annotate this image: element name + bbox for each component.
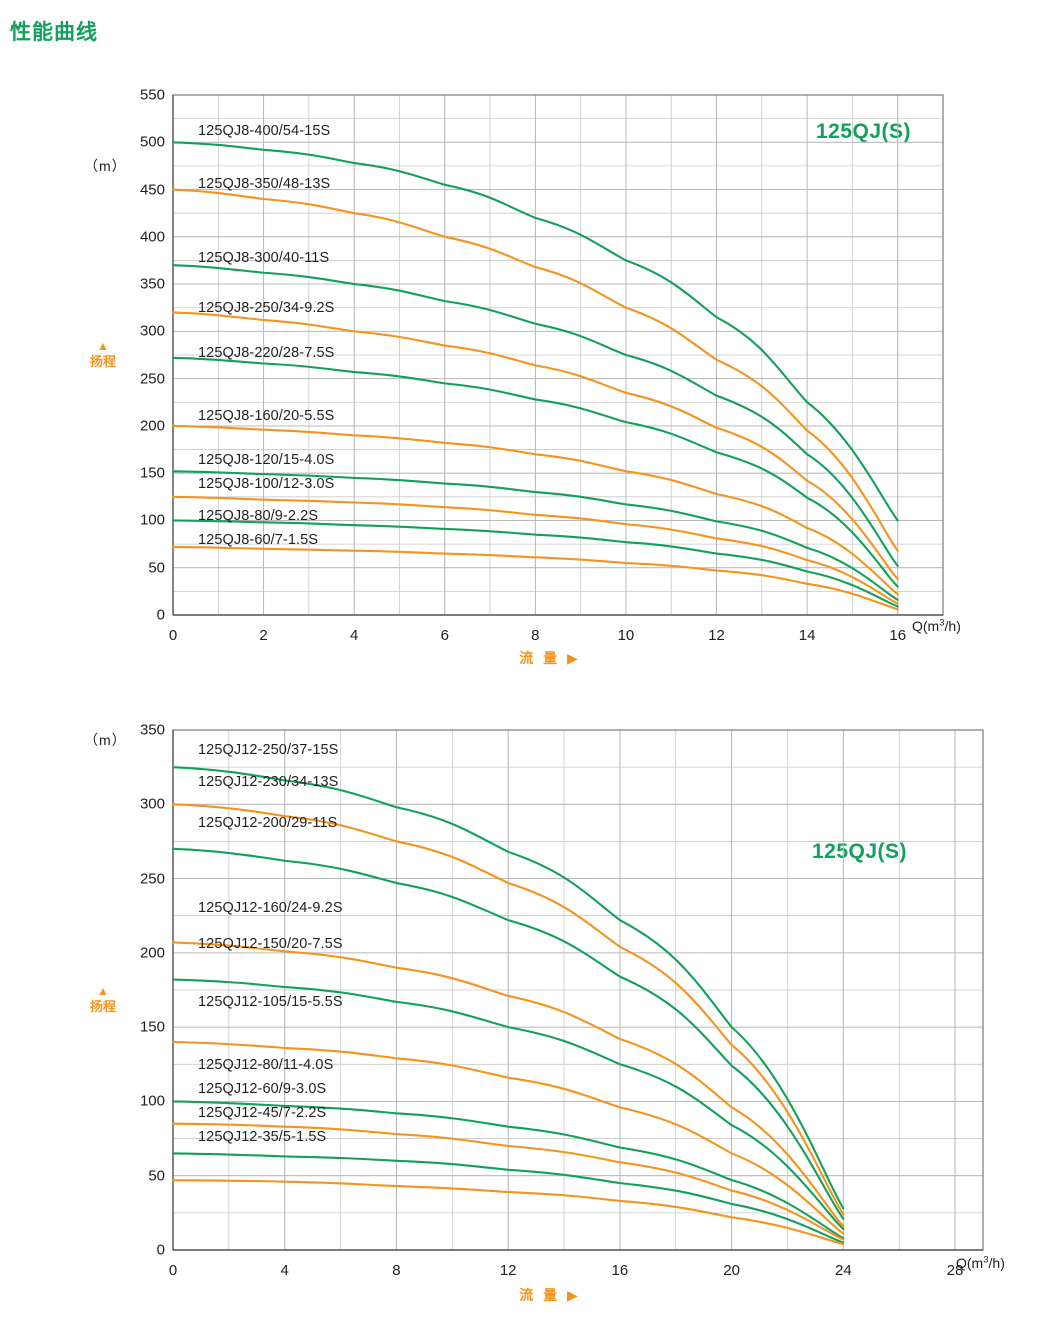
curve-label-6: 125QJ12-80/11-4.0S [198, 1057, 334, 1073]
curve-label-9: 125QJ12-35/5-1.5S [198, 1129, 327, 1145]
x-tick-label: 2 [259, 627, 268, 644]
x-tick-label: 0 [168, 627, 178, 644]
y-tick-label: 250 [139, 870, 165, 888]
x-tick-label: 14 [798, 627, 816, 644]
x-axis-unit-text-chart1: Q(m3/h) [912, 617, 961, 634]
x-tick-label: 24 [835, 1262, 852, 1279]
y-tick-label: 100 [139, 1092, 165, 1110]
curve-label-2: 125QJ12-200/29-11S [198, 815, 338, 831]
curve-6 [171, 1100, 845, 1240]
y-tick-label: 0 [156, 1241, 165, 1259]
curve-label-7: 125QJ12-60/9-3.0S [198, 1081, 327, 1097]
x-axis-unit-text-chart2: Q(m3/h) [956, 1254, 1005, 1271]
curve-2 [171, 847, 845, 1220]
y-tick-label: 400 [139, 228, 165, 246]
x-tick-label: 16 [889, 627, 907, 644]
y-axis-caption-text-chart1: 扬程 [89, 354, 116, 370]
y-tick-label: 200 [139, 944, 165, 962]
curve-1 [171, 803, 845, 1216]
curve-7 [171, 495, 899, 605]
curve-label-9: 125QJ8-60/7-1.5S [198, 532, 319, 548]
x-axis-unit-chart2: Q(m3/h) [956, 1254, 1005, 1271]
y-tick-label: 300 [139, 322, 165, 340]
y-tick-label: 250 [139, 370, 165, 388]
y-tick-label: 550 [139, 86, 165, 104]
curve-1 [171, 188, 899, 552]
curve-label-4: 125QJ12-150/20-7.5S [198, 936, 343, 952]
y-tick-label: 200 [139, 417, 165, 435]
x-tick-label: 10 [617, 627, 635, 644]
curve-label-0: 125QJ12-250/37-15S [198, 742, 339, 758]
curve-0 [171, 141, 899, 522]
plot-area-chart2 [171, 729, 984, 1251]
y-tick-label: 0 [156, 606, 165, 624]
curve-5 [171, 424, 899, 596]
y-tick-label: 350 [139, 275, 165, 293]
curve-4 [171, 356, 899, 588]
curve-label-0: 125QJ8-400/54-15S [198, 123, 331, 139]
curve-label-8: 125QJ8-80/9-2.2S [198, 508, 319, 524]
x-axis-caption-chart2: 流 量 ▶ [519, 1287, 581, 1303]
y-axis-caption-chart1: ▲ 扬程 [88, 339, 118, 371]
y-tick-label: 450 [139, 181, 165, 199]
curve-2 [171, 264, 899, 567]
curve-4 [171, 978, 845, 1231]
curve-7 [171, 1122, 845, 1241]
plot-area-chart1 [171, 94, 944, 616]
y-tick-label: 50 [148, 559, 165, 577]
curve-label-6: 125QJ8-120/15-4.0S [198, 452, 335, 468]
chart-125qj12: （m） ▲ 扬程 125QJ(S) Q(m3/h) 流 量 ▶ 0 50 100 15… [0, 705, 1048, 1305]
curve-label-8: 125QJ12-45/7-2.2S [198, 1105, 327, 1121]
curve-label-3: 125QJ12-160/24-9.2S [198, 900, 343, 916]
x-tick-label: 16 [611, 1262, 629, 1279]
x-tick-label: 20 [723, 1262, 740, 1279]
x-axis-unit-chart1: Q(m3/h) [912, 617, 961, 634]
y-axis-caption-chart2: ▲ 扬程 [88, 984, 118, 1016]
chart-125qj8: （m） ▲ 扬程 125QJ(S) Q(m3/h) 流 量 ▶ 0 50 100 15… [0, 70, 1048, 670]
curve-label-7: 125QJ8-100/12-3.0S [198, 476, 335, 492]
curve-6 [171, 470, 899, 601]
x-tick-label: 12 [708, 627, 725, 644]
y-axis-arrow-icon-chart2: ▲ [97, 984, 109, 998]
curve-label-1: 125QJ12-230/34-13S [198, 774, 339, 790]
curve-label-4: 125QJ8-220/28-7.5S [198, 345, 335, 361]
y-axis-unit-chart1: （m） [84, 158, 127, 174]
x-tick-label: 28 [946, 1262, 964, 1279]
curve-label-1: 125QJ8-350/48-13S [198, 176, 331, 192]
y-tick-label: 350 [139, 721, 165, 739]
y-tick-label: 500 [139, 133, 165, 151]
curve-9 [171, 545, 899, 611]
y-axis-caption-text-chart2: 扬程 [89, 999, 116, 1015]
curve-3 [171, 311, 899, 581]
x-tick-label: 6 [440, 627, 449, 644]
curve-8 [171, 519, 899, 608]
curve-0 [171, 766, 845, 1210]
x-tick-label: 8 [392, 1262, 401, 1279]
curve-3 [171, 941, 845, 1228]
curve-9 [171, 1179, 845, 1246]
x-tick-label: 8 [531, 627, 540, 644]
curve-label-2: 125QJ8-300/40-11S [198, 250, 330, 266]
curve-label-5: 125QJ8-160/20-5.5S [198, 408, 335, 424]
y-tick-label: 150 [139, 1018, 165, 1036]
y-axis-arrow-icon-chart1: ▲ [97, 339, 109, 353]
x-tick-label: 0 [168, 1262, 178, 1279]
y-tick-label: 150 [139, 464, 165, 482]
curve-label-5: 125QJ12-105/15-5.5S [198, 994, 343, 1010]
page-title: 性能曲线 [10, 21, 98, 44]
x-tick-label: 4 [280, 1262, 289, 1279]
curve-5 [171, 1040, 845, 1235]
y-axis-unit-chart2: （m） [84, 732, 127, 748]
series-badge-chart1: 125QJ(S) [816, 120, 912, 143]
x-axis-caption-chart1: 流 量 ▶ [519, 650, 581, 666]
curve-8 [171, 1152, 845, 1244]
y-tick-label: 50 [148, 1167, 165, 1185]
series-badge-chart2: 125QJ(S) [812, 840, 908, 863]
y-tick-label: 300 [139, 795, 165, 813]
curve-label-3: 125QJ8-250/34-9.2S [198, 300, 335, 316]
y-tick-label: 100 [139, 511, 165, 529]
x-tick-label: 4 [350, 627, 359, 644]
x-tick-label: 12 [499, 1262, 517, 1279]
